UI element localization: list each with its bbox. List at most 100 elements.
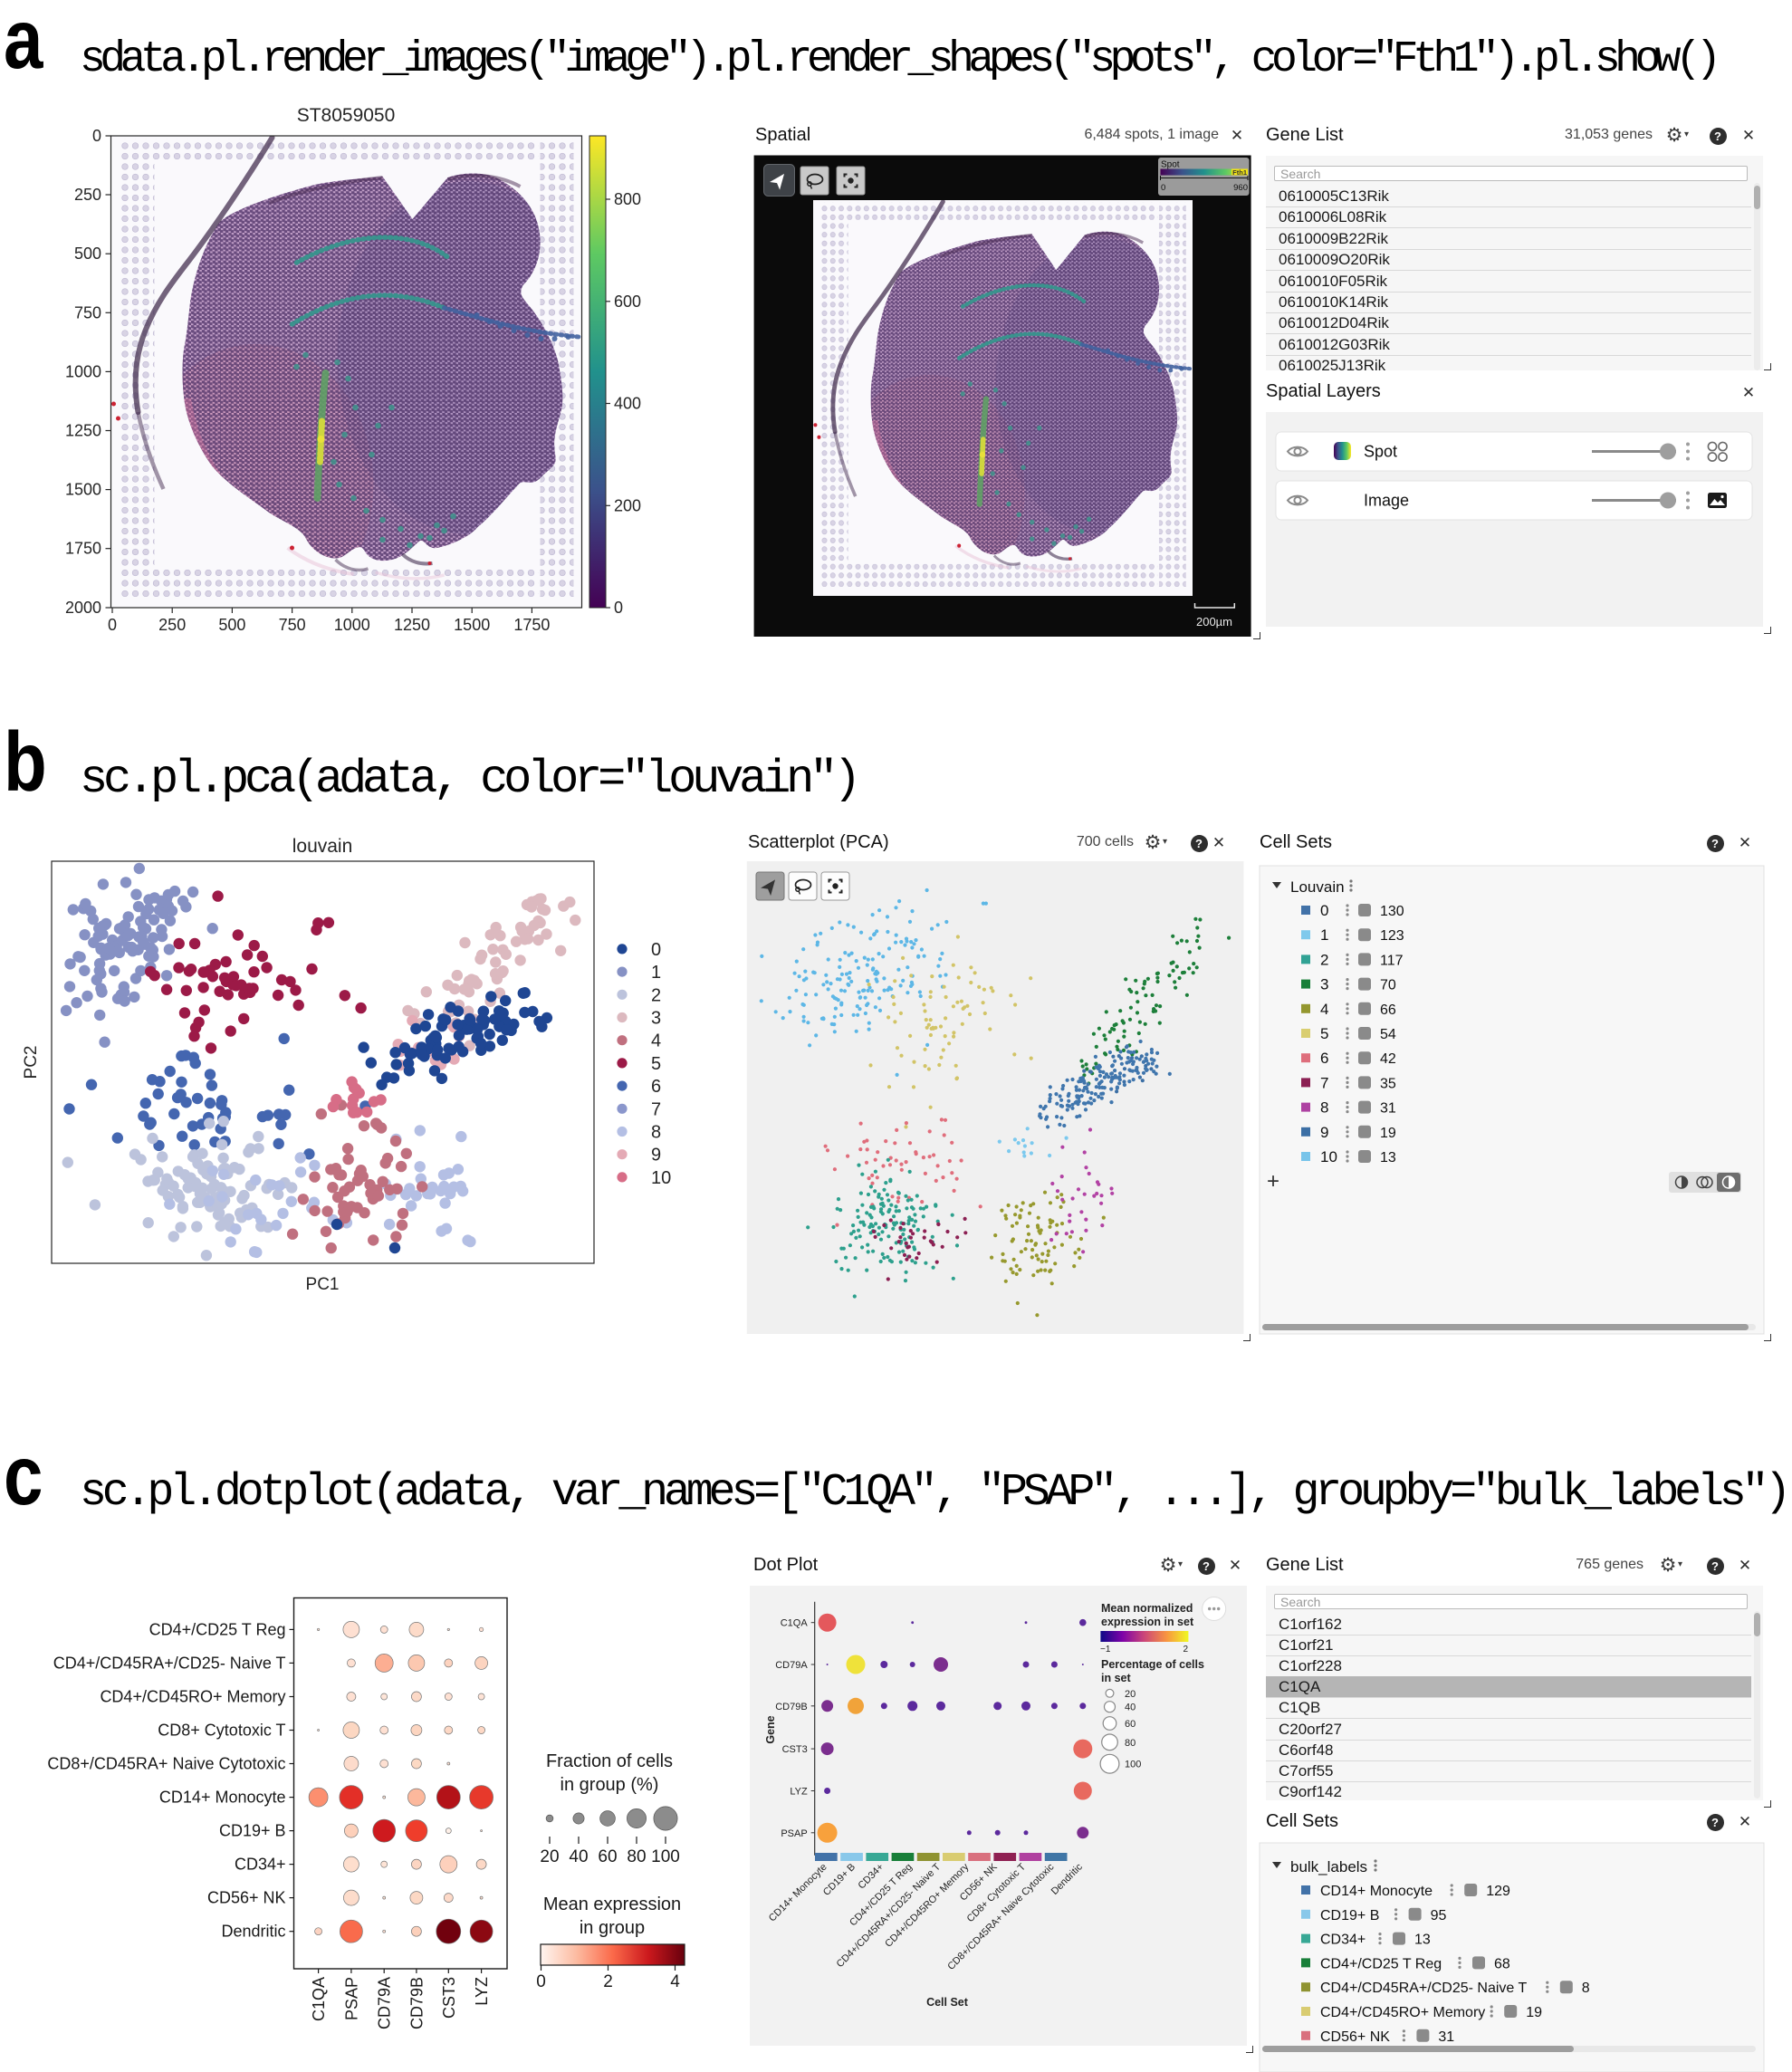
svg-text:6: 6: [651, 1077, 661, 1097]
svg-text:250: 250: [158, 616, 186, 634]
svg-text:LYZ: LYZ: [790, 1787, 808, 1798]
svg-text:CD34+: CD34+: [235, 1856, 286, 1874]
svg-text:250: 250: [74, 186, 101, 204]
svg-text:117: 117: [1380, 953, 1404, 968]
svg-text:CD56+ NK: CD56+ NK: [1320, 2029, 1390, 2045]
svg-text:100: 100: [651, 1847, 680, 1866]
svg-text:1500: 1500: [454, 616, 490, 634]
svg-text:500: 500: [218, 616, 245, 634]
svg-text:1: 1: [651, 963, 661, 983]
svg-text:3: 3: [1320, 976, 1328, 993]
svg-text:2000: 2000: [65, 599, 101, 617]
svg-text:8: 8: [1582, 1981, 1590, 1996]
svg-text:−1: −1: [1100, 1645, 1111, 1655]
svg-text:10: 10: [651, 1168, 671, 1188]
svg-text:1000: 1000: [65, 362, 101, 380]
svg-text:1750: 1750: [65, 540, 101, 558]
svg-text:CD79B: CD79B: [775, 1702, 807, 1712]
svg-text:40: 40: [569, 1847, 588, 1866]
svg-text:CD4+/CD45RA+/CD25- Naive T: CD4+/CD45RA+/CD25- Naive T: [53, 1654, 286, 1672]
svg-text:CD4+/CD45RO+ Memory: CD4+/CD45RO+ Memory: [100, 1688, 285, 1706]
svg-text:C1QA: C1QA: [781, 1618, 809, 1629]
svg-text:60: 60: [598, 1847, 617, 1866]
svg-text:CD4+/CD45RO+ Memory: CD4+/CD45RO+ Memory: [1320, 2005, 1485, 2020]
svg-text:Louvain: Louvain: [1290, 878, 1345, 896]
svg-text:1750: 1750: [513, 616, 550, 634]
svg-text:Mean normalized: Mean normalized: [1101, 1602, 1193, 1615]
svg-text:Spot: Spot: [1364, 443, 1397, 461]
svg-text:5: 5: [651, 1054, 661, 1074]
svg-text:0: 0: [614, 599, 623, 617]
svg-text:19: 19: [1526, 2005, 1542, 2020]
svg-text:5: 5: [1320, 1025, 1328, 1042]
svg-text:20: 20: [1125, 1689, 1136, 1700]
svg-text:CD4+/CD25 T Reg: CD4+/CD25 T Reg: [1320, 1956, 1442, 1971]
svg-text:8: 8: [1320, 1099, 1328, 1117]
svg-text:Percentage of cells: Percentage of cells: [1101, 1658, 1204, 1671]
svg-text:400: 400: [614, 395, 641, 413]
svg-text:9: 9: [1320, 1124, 1328, 1141]
svg-text:0: 0: [536, 1972, 546, 1991]
svg-text:CD79A: CD79A: [376, 1977, 394, 2029]
svg-text:0: 0: [1320, 902, 1328, 919]
svg-text:Image: Image: [1364, 492, 1409, 510]
svg-text:CD19+ B: CD19+ B: [219, 1822, 286, 1840]
svg-text:6: 6: [1320, 1050, 1328, 1067]
svg-text:0: 0: [92, 127, 101, 145]
svg-text:130: 130: [1380, 904, 1404, 919]
svg-text:68: 68: [1494, 1956, 1510, 1971]
svg-text:4: 4: [651, 1031, 661, 1051]
svg-text:CD4+/CD45RA+/CD25- Naive T: CD4+/CD45RA+/CD25- Naive T: [1320, 1981, 1527, 1996]
svg-text:2: 2: [1183, 1645, 1188, 1655]
svg-text:Fraction of cells: Fraction of cells: [546, 1751, 673, 1771]
svg-text:40: 40: [1125, 1703, 1136, 1713]
svg-text:1000: 1000: [334, 616, 370, 634]
svg-text:95: 95: [1431, 1908, 1447, 1923]
svg-text:200µm: 200µm: [1196, 615, 1232, 628]
svg-text:louvain: louvain: [292, 836, 353, 857]
svg-text:500: 500: [74, 245, 101, 263]
svg-text:1: 1: [1320, 926, 1328, 944]
svg-text:750: 750: [74, 303, 101, 321]
svg-text:CD8+ Cytotoxic T: CD8+ Cytotoxic T: [158, 1722, 285, 1740]
svg-text:1500: 1500: [65, 481, 101, 499]
svg-text:4: 4: [670, 1972, 680, 1991]
svg-text:LYZ: LYZ: [473, 1977, 491, 2006]
svg-text:CD79B: CD79B: [407, 1977, 426, 2029]
svg-text:42: 42: [1380, 1051, 1396, 1067]
svg-text:129: 129: [1486, 1884, 1510, 1899]
svg-text:66: 66: [1380, 1002, 1396, 1018]
svg-text:Gene: Gene: [764, 1715, 777, 1743]
svg-text:10: 10: [1320, 1148, 1337, 1166]
svg-text:7: 7: [1320, 1074, 1328, 1091]
svg-text:4: 4: [1320, 1001, 1328, 1018]
svg-text:200: 200: [614, 496, 641, 514]
svg-text:in set: in set: [1101, 1672, 1131, 1684]
svg-text:1250: 1250: [65, 422, 101, 440]
svg-text:80: 80: [627, 1847, 646, 1866]
svg-text:13: 13: [1380, 1150, 1396, 1166]
svg-text:0: 0: [1161, 183, 1165, 193]
svg-text:CST3: CST3: [440, 1977, 458, 2019]
svg-text:7: 7: [651, 1099, 661, 1119]
svg-text:600: 600: [614, 293, 641, 311]
svg-text:2: 2: [603, 1972, 613, 1991]
svg-text:CD19+ B: CD19+ B: [1320, 1908, 1379, 1923]
svg-text:PSAP: PSAP: [342, 1977, 360, 2020]
svg-text:Cell Set: Cell Set: [926, 1996, 969, 2009]
svg-text:in group: in group: [580, 1918, 645, 1938]
svg-text:123: 123: [1380, 928, 1404, 944]
svg-text:bulk_labels: bulk_labels: [1290, 1858, 1367, 1875]
svg-text:CD4+/CD25 T Reg: CD4+/CD25 T Reg: [149, 1620, 286, 1638]
svg-text:2: 2: [1320, 951, 1328, 968]
svg-text:CD79A: CD79A: [775, 1660, 808, 1671]
svg-text:0: 0: [108, 616, 117, 634]
svg-text:2: 2: [651, 985, 661, 1005]
svg-text:0: 0: [651, 940, 661, 960]
svg-text:CST3: CST3: [782, 1744, 808, 1755]
svg-text:750: 750: [279, 616, 306, 634]
svg-text:54: 54: [1380, 1027, 1396, 1042]
svg-text:CD34+: CD34+: [1320, 1933, 1366, 1948]
svg-text:Dendritic: Dendritic: [221, 1923, 285, 1941]
svg-text:31: 31: [1380, 1101, 1396, 1117]
